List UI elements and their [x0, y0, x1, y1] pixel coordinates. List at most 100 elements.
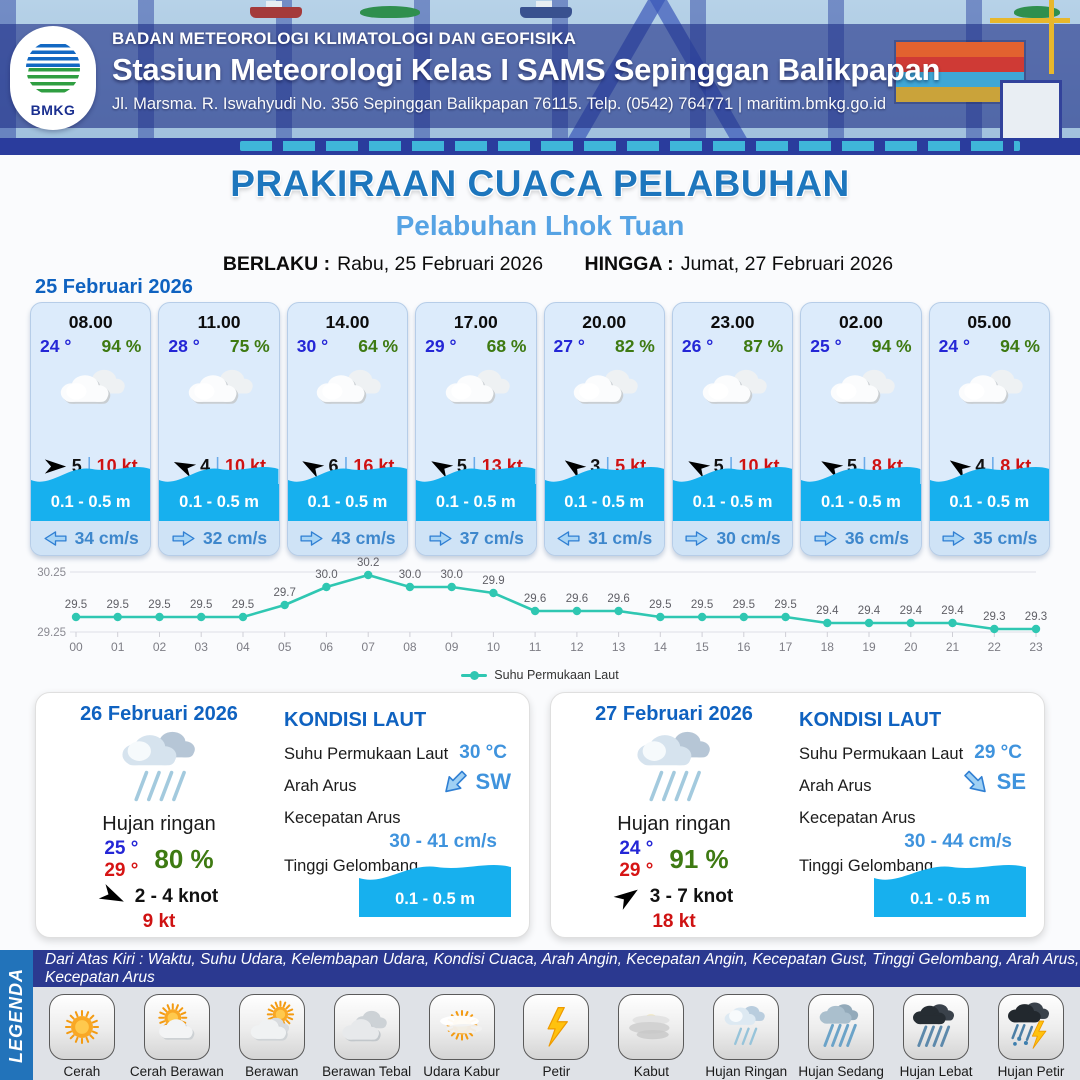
legend-item-label: Petir	[542, 1064, 571, 1079]
current-speed-value: 32 cm/s	[202, 527, 268, 548]
humidity-value: 94 %	[101, 336, 142, 356]
legend-item: Cerah	[36, 994, 128, 1079]
legend-item: Hujan Ringan	[700, 994, 792, 1079]
valid-until-label: HINGGA :	[584, 253, 674, 275]
legend-weather-icon	[713, 994, 780, 1060]
logo-land-stripes	[26, 67, 80, 95]
wave-icon	[416, 467, 536, 485]
humidity-value: 75 %	[229, 336, 270, 356]
wind-separator: |	[215, 455, 221, 476]
svg-text:29.9: 29.9	[482, 575, 504, 587]
current-row: 36 cm/s	[801, 521, 921, 555]
ship-decor	[520, 1, 572, 18]
svg-text:30.25: 30.25	[37, 567, 66, 579]
legend-item-label: Berawan Tebal	[322, 1064, 412, 1079]
temp-max: 29 °	[619, 859, 654, 881]
current-row: 34 cm/s	[31, 521, 151, 555]
sst-label: Suhu Permukaan Laut	[284, 745, 449, 763]
wave-height-band: 0.1 - 0.5 m	[416, 463, 536, 521]
current-direction-value: SE	[996, 769, 1026, 794]
valid-from-label: BERLAKU :	[222, 253, 331, 275]
weather-icon	[673, 367, 792, 427]
current-direction-icon	[43, 530, 68, 547]
wave-icon	[544, 467, 664, 485]
current-direction-value: SW	[475, 769, 511, 794]
svg-text:21: 21	[946, 640, 960, 654]
svg-text:13: 13	[612, 640, 626, 654]
legend-weather-icon	[143, 994, 210, 1060]
wave-icon	[159, 467, 279, 485]
wind-separator: |	[990, 455, 996, 476]
legend-item-label: Cerah Berawan	[129, 1064, 224, 1079]
ship-decor	[250, 1, 302, 18]
logo-cloud-stripes	[26, 40, 80, 68]
wave-height-value: 0.1 - 0.5 m	[801, 484, 921, 521]
bmkg-logo: BMKG	[10, 26, 96, 130]
sst-value: 29 °C	[974, 742, 1022, 763]
valid-until-value: Jumat, 27 Februari 2026	[680, 253, 894, 275]
svg-text:22: 22	[988, 640, 1002, 654]
legend-item: Kabut	[605, 994, 697, 1079]
wind-speed-value: 6	[328, 455, 339, 476]
current-speed-label: Kecepatan Arus	[799, 809, 916, 827]
header-text: BADAN METEOROLOGI KLIMATOLOGI DAN GEOFIS…	[112, 29, 992, 114]
temp-humidity-row: 25 ° 94 %	[801, 333, 920, 357]
current-direction-label: Arah Arus	[284, 777, 357, 795]
weather-icon	[416, 367, 535, 427]
sea-conditions-heading: KONDISI LAUT	[284, 709, 427, 731]
temperature-value: 26 °	[681, 336, 714, 356]
current-direction-icon	[556, 530, 581, 547]
forecast-card: 02.00 25 ° 94 % 5 | 8 kt 0.1 - 0.5 m	[800, 302, 922, 556]
day-date: 26 Februari 2026	[80, 703, 238, 725]
svg-text:23: 23	[1029, 640, 1043, 654]
legend-items: Cerah Cerah Berawan Berawan Berawan Teba…	[33, 987, 1080, 1080]
current-speed-value: 30 cm/s	[716, 527, 781, 548]
svg-text:30.2: 30.2	[357, 557, 379, 569]
wave-height-band: 0.1 - 0.5 m	[672, 463, 793, 521]
svg-text:29.6: 29.6	[607, 593, 629, 605]
wind-row: 3 - 7 knot	[565, 886, 783, 911]
current-speed-value: 35 cm/s	[973, 527, 1038, 548]
legend-weather-icon	[618, 994, 685, 1060]
current-speed-value: 34 cm/s	[74, 527, 139, 548]
wind-separator: |	[86, 455, 92, 476]
current-direction-icon	[684, 530, 709, 547]
svg-text:04: 04	[236, 640, 250, 654]
svg-text:19: 19	[862, 640, 876, 654]
wave-height-value: 0.1 - 0.5 m	[544, 484, 664, 521]
wave-icon	[287, 467, 408, 485]
svg-text:15: 15	[695, 640, 709, 654]
wave-height-band: 0.1 - 0.5 m	[31, 463, 151, 521]
svg-text:06: 06	[320, 640, 334, 654]
wind-speed-value: 5	[456, 455, 467, 476]
bmkg-logo-icon	[24, 38, 82, 97]
wave-height-band: 0.1 - 0.5 m	[874, 861, 1026, 917]
day-weather-summary: 26 Februari 2026 Hujan ringan 25 ° 29 ° …	[50, 703, 268, 933]
legend-title-strip: LEGENDA	[0, 950, 33, 1080]
chart-legend: Suhu Permukaan Laut	[30, 668, 1050, 682]
svg-text:10: 10	[487, 640, 501, 654]
wind-separator: |	[471, 455, 477, 476]
wind-direction-icon	[683, 453, 711, 479]
humidity-value: 68 %	[486, 336, 527, 356]
temperature-value: 24 °	[938, 336, 970, 356]
svg-text:05: 05	[278, 640, 292, 654]
legend-item-label: Hujan Ringan	[705, 1064, 788, 1079]
humidity-value: 64 %	[358, 336, 399, 356]
svg-text:29.7: 29.7	[274, 587, 296, 599]
temp-humidity-block: 25 ° 29 ° 80 %	[50, 838, 268, 882]
crane-icon	[1049, 0, 1054, 74]
valid-from-value: Rabu, 25 Februari 2026	[337, 253, 544, 275]
bmkg-logo-text: BMKG	[30, 101, 76, 118]
wind-direction-icon	[612, 881, 644, 911]
current-speed-value: 30 - 44 cm/s	[904, 831, 1012, 852]
temp-humidity-row: 24 ° 94 %	[31, 333, 150, 357]
forecast-cards: 08.00 24 ° 94 % 5 | 10 kt 0.1 - 0.5 m	[30, 302, 1050, 556]
current-row: 30 cm/s	[672, 521, 793, 555]
legend-item: Petir	[510, 994, 602, 1079]
validity-row: BERLAKU : Rabu, 25 Februari 2026 HINGGA :…	[0, 253, 1080, 276]
current-row: 43 cm/s	[287, 521, 408, 555]
temperature-range: 25 ° 29 °	[104, 838, 138, 882]
forecast-card: 14.00 30 ° 64 % 6 | 16 kt 0.1 - 0.5 m	[286, 302, 409, 556]
legend-item: Udara Kabur	[416, 994, 508, 1079]
